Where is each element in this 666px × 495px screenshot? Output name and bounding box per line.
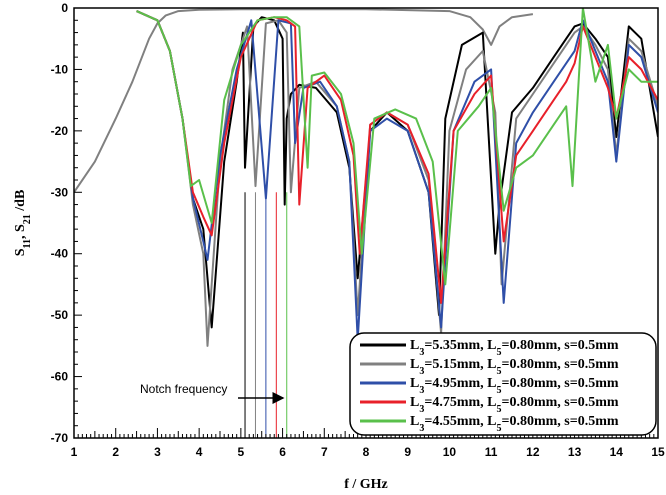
legend-label-part: 3	[419, 404, 424, 415]
legend-label-part: =0.80mm, s=0.5mm	[501, 395, 618, 410]
y-tick-label: -70	[51, 431, 69, 445]
legend-label-part: =0.80mm, s=0.5mm	[501, 357, 618, 372]
annotation: Notch frequency	[140, 382, 285, 404]
y-tick-label: -50	[51, 308, 69, 322]
y-axis-title-part: /dB	[13, 190, 28, 215]
x-tick-label: 13	[568, 445, 582, 459]
x-tick-label: 2	[112, 445, 119, 459]
x-tick-label: 15	[651, 445, 665, 459]
x-tick-label: 3	[154, 445, 161, 459]
s21-curve	[74, 8, 534, 193]
y-tick-label: -40	[51, 247, 69, 261]
legend-label-part: 5	[496, 366, 501, 377]
legend-label: L3=4.75mm, L5=0.80mm, s=0.5mm	[410, 395, 619, 415]
y-tick-label: -10	[51, 62, 69, 76]
x-tick-label: 6	[279, 445, 286, 459]
y-axis-title-part: 21	[22, 214, 33, 224]
legend-label: L3=4.55mm, L5=0.80mm, s=0.5mm	[410, 414, 619, 434]
legend-label-part: L	[410, 395, 419, 410]
legend-label-part: 5	[496, 385, 501, 396]
legend-label-part: 5	[496, 404, 501, 415]
legend-items: L3=5.35mm, L5=0.80mm, s=0.5mmL3=5.15mm, …	[360, 338, 619, 434]
legend-label-part: =5.15mm, L	[424, 357, 496, 372]
legend-label-part: =0.80mm, s=0.5mm	[501, 338, 618, 353]
legend-label-part: =4.95mm, L	[424, 376, 496, 391]
legend-label-part: L	[410, 414, 419, 429]
x-tick-label: 7	[321, 445, 328, 459]
y-axis-title-part: 11	[22, 239, 33, 248]
legend-label: L3=4.95mm, L5=0.80mm, s=0.5mm	[410, 376, 619, 396]
legend-label-part: =0.80mm, s=0.5mm	[501, 376, 618, 391]
x-axis-title: f / GHz	[344, 477, 388, 492]
x-tick-label: 8	[363, 445, 370, 459]
x-tick-label: 12	[526, 445, 540, 459]
legend-label-part: L	[410, 338, 419, 353]
y-tick-label: -60	[51, 370, 69, 384]
x-tick-label: 5	[238, 445, 245, 459]
y-axis-title-part: , S	[13, 224, 28, 239]
legend-label-part: =4.55mm, L	[424, 414, 496, 429]
y-axis-title: S11, S21 /dB	[13, 190, 33, 257]
curves	[74, 8, 658, 347]
s11-curve	[136, 8, 658, 286]
legend-label-part: 3	[419, 423, 424, 434]
legend-label-part: 3	[419, 385, 424, 396]
x-tick-label: 9	[404, 445, 411, 459]
legend-label-part: 3	[419, 366, 424, 377]
legend-label-part: L	[410, 376, 419, 391]
x-tick-label: 14	[610, 445, 624, 459]
y-tick-label: -20	[51, 124, 69, 138]
legend-label-part: =0.80mm, s=0.5mm	[501, 414, 618, 429]
legend-label: L3=5.35mm, L5=0.80mm, s=0.5mm	[410, 338, 619, 358]
x-tick-label: 11	[485, 445, 498, 459]
legend-label-part: L	[410, 357, 419, 372]
legend-label-part: 3	[419, 347, 424, 358]
legend-label-part: =5.35mm, L	[424, 338, 496, 353]
legend: L3=5.35mm, L5=0.80mm, s=0.5mmL3=5.15mm, …	[349, 332, 657, 436]
notch-markers	[244, 192, 288, 438]
x-tick-label: 1	[71, 445, 78, 459]
legend-label-part: 5	[496, 347, 501, 358]
legend-label: L3=5.15mm, L5=0.80mm, s=0.5mm	[410, 357, 619, 377]
y-axis-title-part: S	[13, 248, 28, 256]
x-tick-label: 10	[443, 445, 457, 459]
s11-curve	[136, 10, 658, 329]
x-tick-label: 4	[196, 445, 203, 459]
legend-label-part: 5	[496, 423, 501, 434]
y-tick-label: -30	[51, 185, 69, 199]
notch-frequency-label: Notch frequency	[140, 382, 227, 396]
legend-box	[349, 332, 657, 436]
s11-curve	[136, 10, 658, 304]
y-axis: 0 -10 -20 -30 -40 -50 -60 -70	[51, 1, 82, 445]
legend-label-part: =4.75mm, L	[424, 395, 496, 410]
y-tick-label: 0	[61, 1, 68, 15]
